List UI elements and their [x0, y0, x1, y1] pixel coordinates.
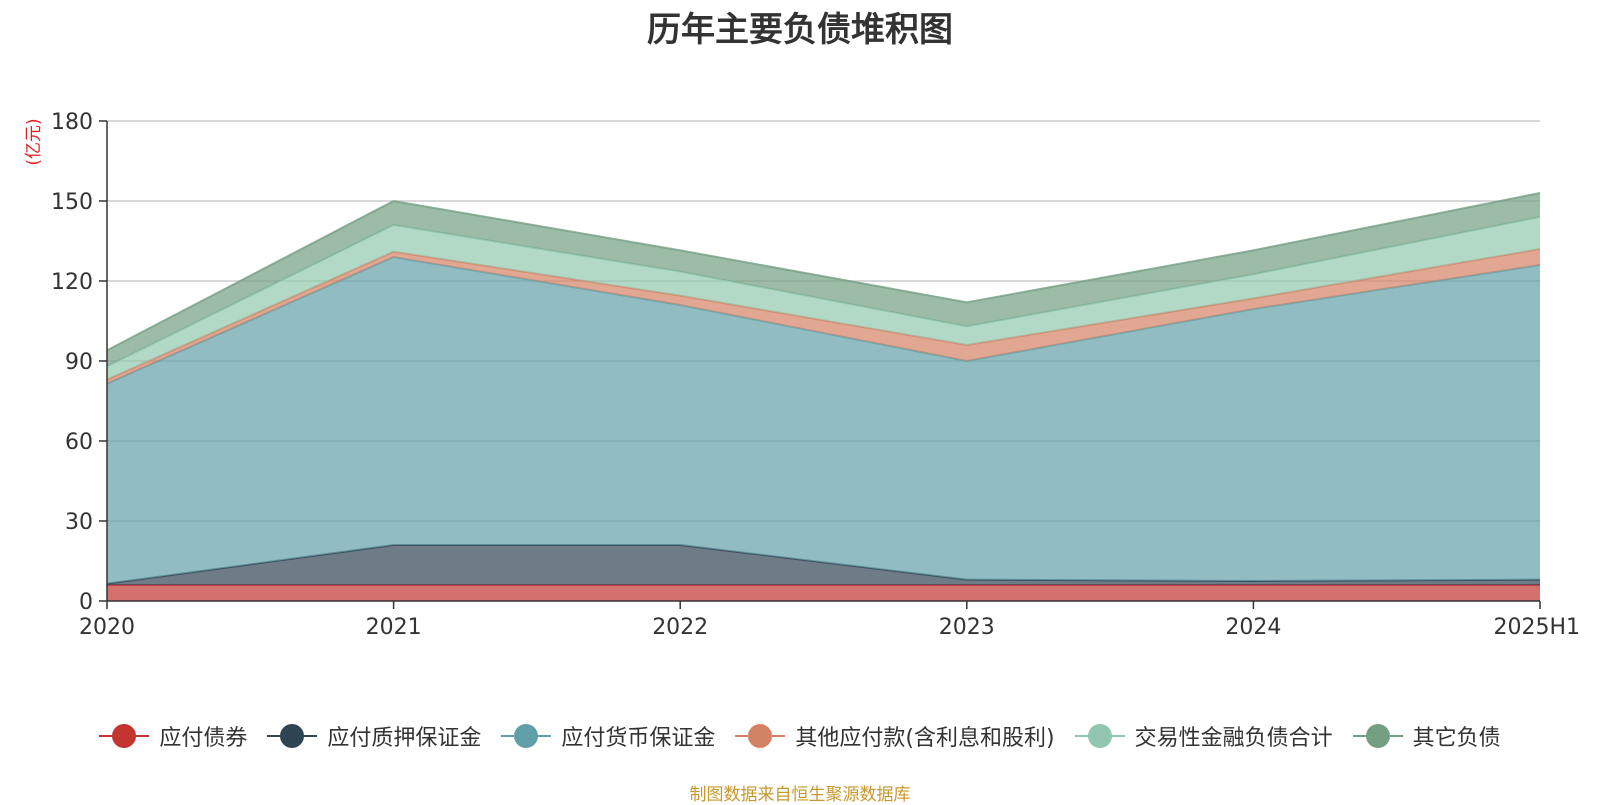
y-tick-label-1: 30 — [65, 510, 93, 535]
legend-marker — [735, 724, 786, 748]
legend-label: 应付货币保证金 — [561, 726, 716, 751]
area-series-0[interactable] — [107, 585, 1540, 601]
legend-item-0[interactable]: 应付债券 — [99, 720, 247, 752]
area-series-5[interactable] — [107, 193, 1540, 367]
legend-item-4[interactable]: 交易性金融负债合计 — [1074, 720, 1333, 752]
y-axis-unit-label: (亿元) — [24, 118, 44, 165]
x-tick-label-3: 2023 — [939, 615, 995, 640]
legend-marker — [267, 724, 318, 748]
y-tick-label-5: 150 — [51, 190, 93, 215]
axes: 0 30 60 90 120 150 180 2020 2021 2022 2023 2024 2025… — [51, 110, 1580, 640]
legend-item-3[interactable]: 其他应付款(含利息和股利) — [735, 720, 1055, 752]
legend-item-1[interactable]: 应付质押保证金 — [267, 720, 481, 752]
legend-label: 其它负债 — [1412, 726, 1501, 751]
x-tick-label-5: 2025H1 — [1493, 615, 1580, 640]
chart-title: 历年主要负债堆积图 — [647, 10, 953, 50]
area-series-2[interactable] — [107, 257, 1540, 584]
legend-label: 其他应付款(含利息和股利) — [795, 726, 1055, 751]
legend-marker — [501, 724, 552, 748]
legend-item-2[interactable]: 应付货币保证金 — [501, 720, 715, 752]
y-tick-label-2: 60 — [65, 430, 93, 455]
legend-label: 应付质押保证金 — [327, 726, 482, 751]
x-tick-label-4: 2024 — [1225, 615, 1281, 640]
y-tick-label-3: 90 — [65, 350, 93, 375]
y-tick-label-6: 180 — [51, 110, 93, 135]
y-tick-label-0: 0 — [79, 590, 93, 615]
x-tick-label-2: 2022 — [652, 615, 708, 640]
x-tick-label-0: 2020 — [79, 615, 135, 640]
legend-label: 应付债券 — [159, 726, 248, 751]
legend-marker — [1352, 724, 1403, 748]
area-series-1[interactable] — [107, 545, 1540, 585]
y-tick-label-4: 120 — [51, 270, 93, 295]
series-line-1 — [106, 544, 1541, 585]
legend-item-5[interactable]: 其它负债 — [1352, 720, 1501, 752]
legend-marker — [1074, 724, 1125, 748]
data-source-note: 制图数据来自恒生聚源数据库 — [689, 785, 911, 805]
chart-legend: 应付债券 应付质押保证金 应付货币保证金 其他应付款(含利息和股利) 交易性金融负债合计… — [0, 718, 1600, 754]
series-line-5 — [106, 192, 1541, 352]
legend-marker — [99, 724, 150, 748]
x-tick-label-1: 2021 — [366, 615, 422, 640]
legend-label: 交易性金融负债合计 — [1134, 726, 1333, 751]
area-series-4[interactable] — [107, 217, 1540, 380]
area-series — [106, 192, 1541, 601]
